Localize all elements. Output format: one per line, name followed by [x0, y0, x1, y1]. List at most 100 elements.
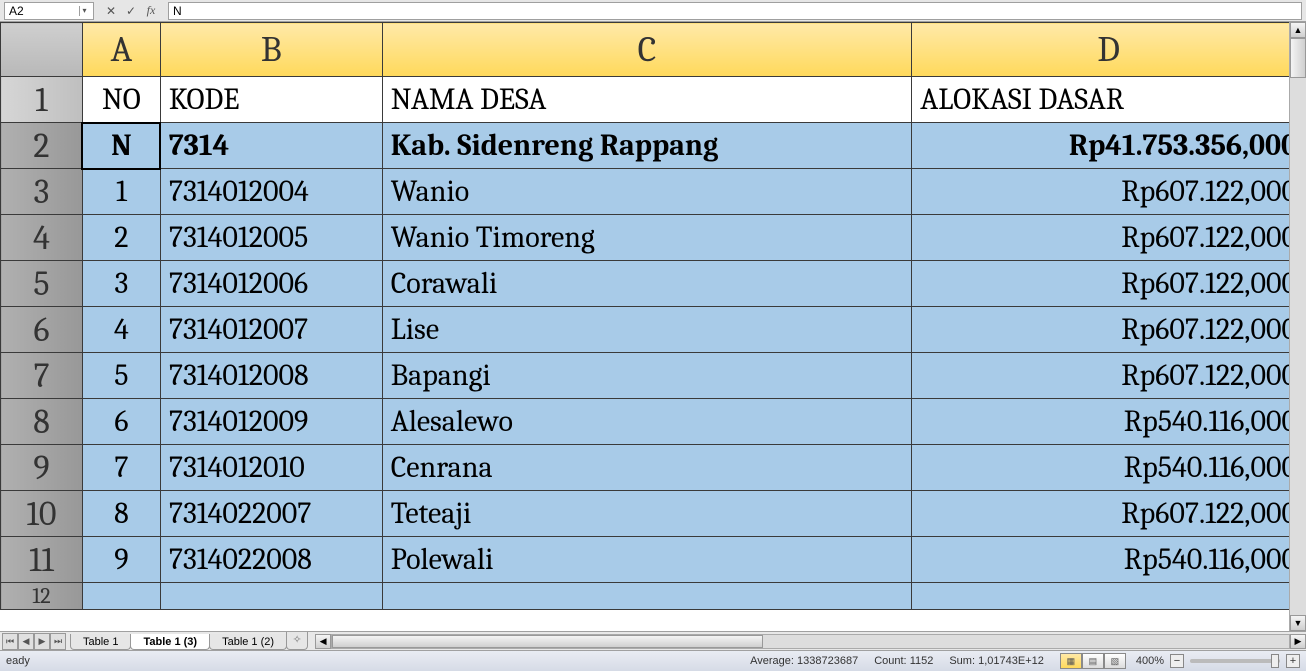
row-header[interactable]: 4 — [1, 215, 83, 261]
cell[interactable]: Cenrana — [382, 445, 912, 491]
col-header-C[interactable]: C — [382, 23, 912, 77]
tab-next-icon[interactable]: ▶ — [34, 633, 50, 650]
cell[interactable]: 5 — [82, 353, 160, 399]
cell[interactable]: Rp607.122,000 — [912, 261, 1306, 307]
sheet-tab[interactable]: Table 1 — [70, 634, 131, 650]
cell[interactable] — [160, 583, 382, 610]
col-header-A[interactable]: A — [82, 23, 160, 77]
cell[interactable] — [912, 583, 1306, 610]
cell[interactable]: 1 — [82, 169, 160, 215]
cell[interactable]: Rp41.753.356,000 — [912, 123, 1306, 169]
cell[interactable]: 6 — [82, 399, 160, 445]
cell[interactable]: Rp540.116,000 — [912, 445, 1306, 491]
cell[interactable]: 7314012010 — [160, 445, 382, 491]
row-header[interactable]: 1 — [1, 77, 83, 123]
cell[interactable]: 2 — [82, 215, 160, 261]
formula-input[interactable]: N — [168, 2, 1302, 20]
cell[interactable]: 7314012007 — [160, 307, 382, 353]
cell[interactable]: 7314012008 — [160, 353, 382, 399]
cell[interactable]: ALOKASI DASAR — [912, 77, 1306, 123]
cell[interactable]: Wanio — [382, 169, 912, 215]
cancel-icon[interactable]: ✕ — [102, 2, 120, 20]
horizontal-scrollbar[interactable]: ◀ ▶ — [315, 632, 1306, 650]
cell[interactable]: Kab. Sidenreng Rappang — [382, 123, 912, 169]
sheet-tab[interactable]: Table 1 (3) — [130, 634, 210, 650]
scroll-thumb[interactable] — [1290, 38, 1306, 78]
row-header[interactable]: 5 — [1, 261, 83, 307]
cell[interactable]: Wanio Timoreng — [382, 215, 912, 261]
view-page-layout-icon[interactable]: ▤ — [1082, 653, 1104, 669]
cell[interactable]: 7314012005 — [160, 215, 382, 261]
name-box[interactable]: A2 ▾ — [4, 2, 94, 20]
formula-input-value: N — [173, 4, 182, 18]
tab-prev-icon[interactable]: ◀ — [18, 633, 34, 650]
cell[interactable] — [382, 583, 912, 610]
cell[interactable]: 7 — [82, 445, 160, 491]
row-header[interactable]: 2 — [1, 123, 83, 169]
row-header[interactable]: 10 — [1, 491, 83, 537]
vertical-scrollbar[interactable]: ▲ ▼ — [1289, 22, 1306, 631]
col-header-B[interactable]: B — [160, 23, 382, 77]
scroll-left-icon[interactable]: ◀ — [315, 634, 331, 649]
zoom-slider[interactable] — [1190, 659, 1280, 663]
row-header[interactable]: 12 — [1, 583, 83, 610]
cell[interactable]: 4 — [82, 307, 160, 353]
fx-icon[interactable]: fx — [142, 2, 160, 20]
name-box-value: A2 — [9, 4, 24, 18]
select-all-corner[interactable] — [1, 23, 83, 77]
cell[interactable]: 7314012009 — [160, 399, 382, 445]
cell[interactable]: Lise — [382, 307, 912, 353]
row-header[interactable]: 8 — [1, 399, 83, 445]
cell-active[interactable]: N — [82, 123, 160, 169]
cell[interactable]: Alesalewo — [382, 399, 912, 445]
cell[interactable]: Corawali — [382, 261, 912, 307]
col-header-D[interactable]: D — [912, 23, 1306, 77]
scroll-down-icon[interactable]: ▼ — [1290, 615, 1306, 631]
scroll-thumb[interactable] — [332, 635, 763, 648]
cell[interactable]: NO — [82, 77, 160, 123]
scroll-up-icon[interactable]: ▲ — [1290, 22, 1306, 38]
cell[interactable]: 7314012006 — [160, 261, 382, 307]
row-header[interactable]: 11 — [1, 537, 83, 583]
cell[interactable]: KODE — [160, 77, 382, 123]
row-header[interactable]: 7 — [1, 353, 83, 399]
cell[interactable]: 7314022008 — [160, 537, 382, 583]
cell[interactable]: Rp540.116,000 — [912, 399, 1306, 445]
tab-first-icon[interactable]: ⏮ — [2, 633, 18, 650]
cell[interactable]: Bapangi — [382, 353, 912, 399]
cell[interactable]: Rp540.116,000 — [912, 537, 1306, 583]
cell[interactable]: Teteaji — [382, 491, 912, 537]
accept-icon[interactable]: ✓ — [122, 2, 140, 20]
cell[interactable]: 7314 — [160, 123, 382, 169]
scroll-right-icon[interactable]: ▶ — [1290, 634, 1306, 649]
formula-bar: A2 ▾ ✕ ✓ fx N — [0, 0, 1306, 22]
row-header[interactable]: 9 — [1, 445, 83, 491]
tab-last-icon[interactable]: ⏭ — [50, 633, 66, 650]
row-header[interactable]: 6 — [1, 307, 83, 353]
row-header[interactable]: 3 — [1, 169, 83, 215]
zoom-out-button[interactable]: − — [1170, 654, 1184, 668]
name-box-dropdown-icon[interactable]: ▾ — [79, 6, 89, 16]
zoom-slider-thumb[interactable] — [1271, 654, 1279, 668]
view-normal-icon[interactable]: ▦ — [1060, 653, 1082, 669]
cell[interactable]: 7314022007 — [160, 491, 382, 537]
scroll-track[interactable] — [331, 634, 1290, 649]
view-page-break-icon[interactable]: ▧ — [1104, 653, 1126, 669]
cell[interactable]: Rp607.122,000 — [912, 307, 1306, 353]
cell[interactable]: 9 — [82, 537, 160, 583]
cell[interactable]: Rp607.122,000 — [912, 353, 1306, 399]
cell[interactable]: 3 — [82, 261, 160, 307]
add-sheet-button[interactable]: ✧ — [286, 632, 308, 650]
cell[interactable]: Rp607.122,000 — [912, 215, 1306, 261]
cell[interactable]: 8 — [82, 491, 160, 537]
zoom-in-button[interactable]: + — [1286, 654, 1300, 668]
cell[interactable] — [82, 583, 160, 610]
cell[interactable]: NAMA DESA — [382, 77, 912, 123]
sheet-tab[interactable]: Table 1 (2) — [209, 634, 287, 650]
spreadsheet-grid[interactable]: A B C D 1 NO KODE NAMA DESA ALOKASI DASA… — [0, 22, 1306, 631]
zoom-value[interactable]: 400% — [1136, 655, 1164, 667]
cell[interactable]: Polewali — [382, 537, 912, 583]
cell[interactable]: 7314012004 — [160, 169, 382, 215]
cell[interactable]: Rp607.122,000 — [912, 491, 1306, 537]
cell[interactable]: Rp607.122,000 — [912, 169, 1306, 215]
